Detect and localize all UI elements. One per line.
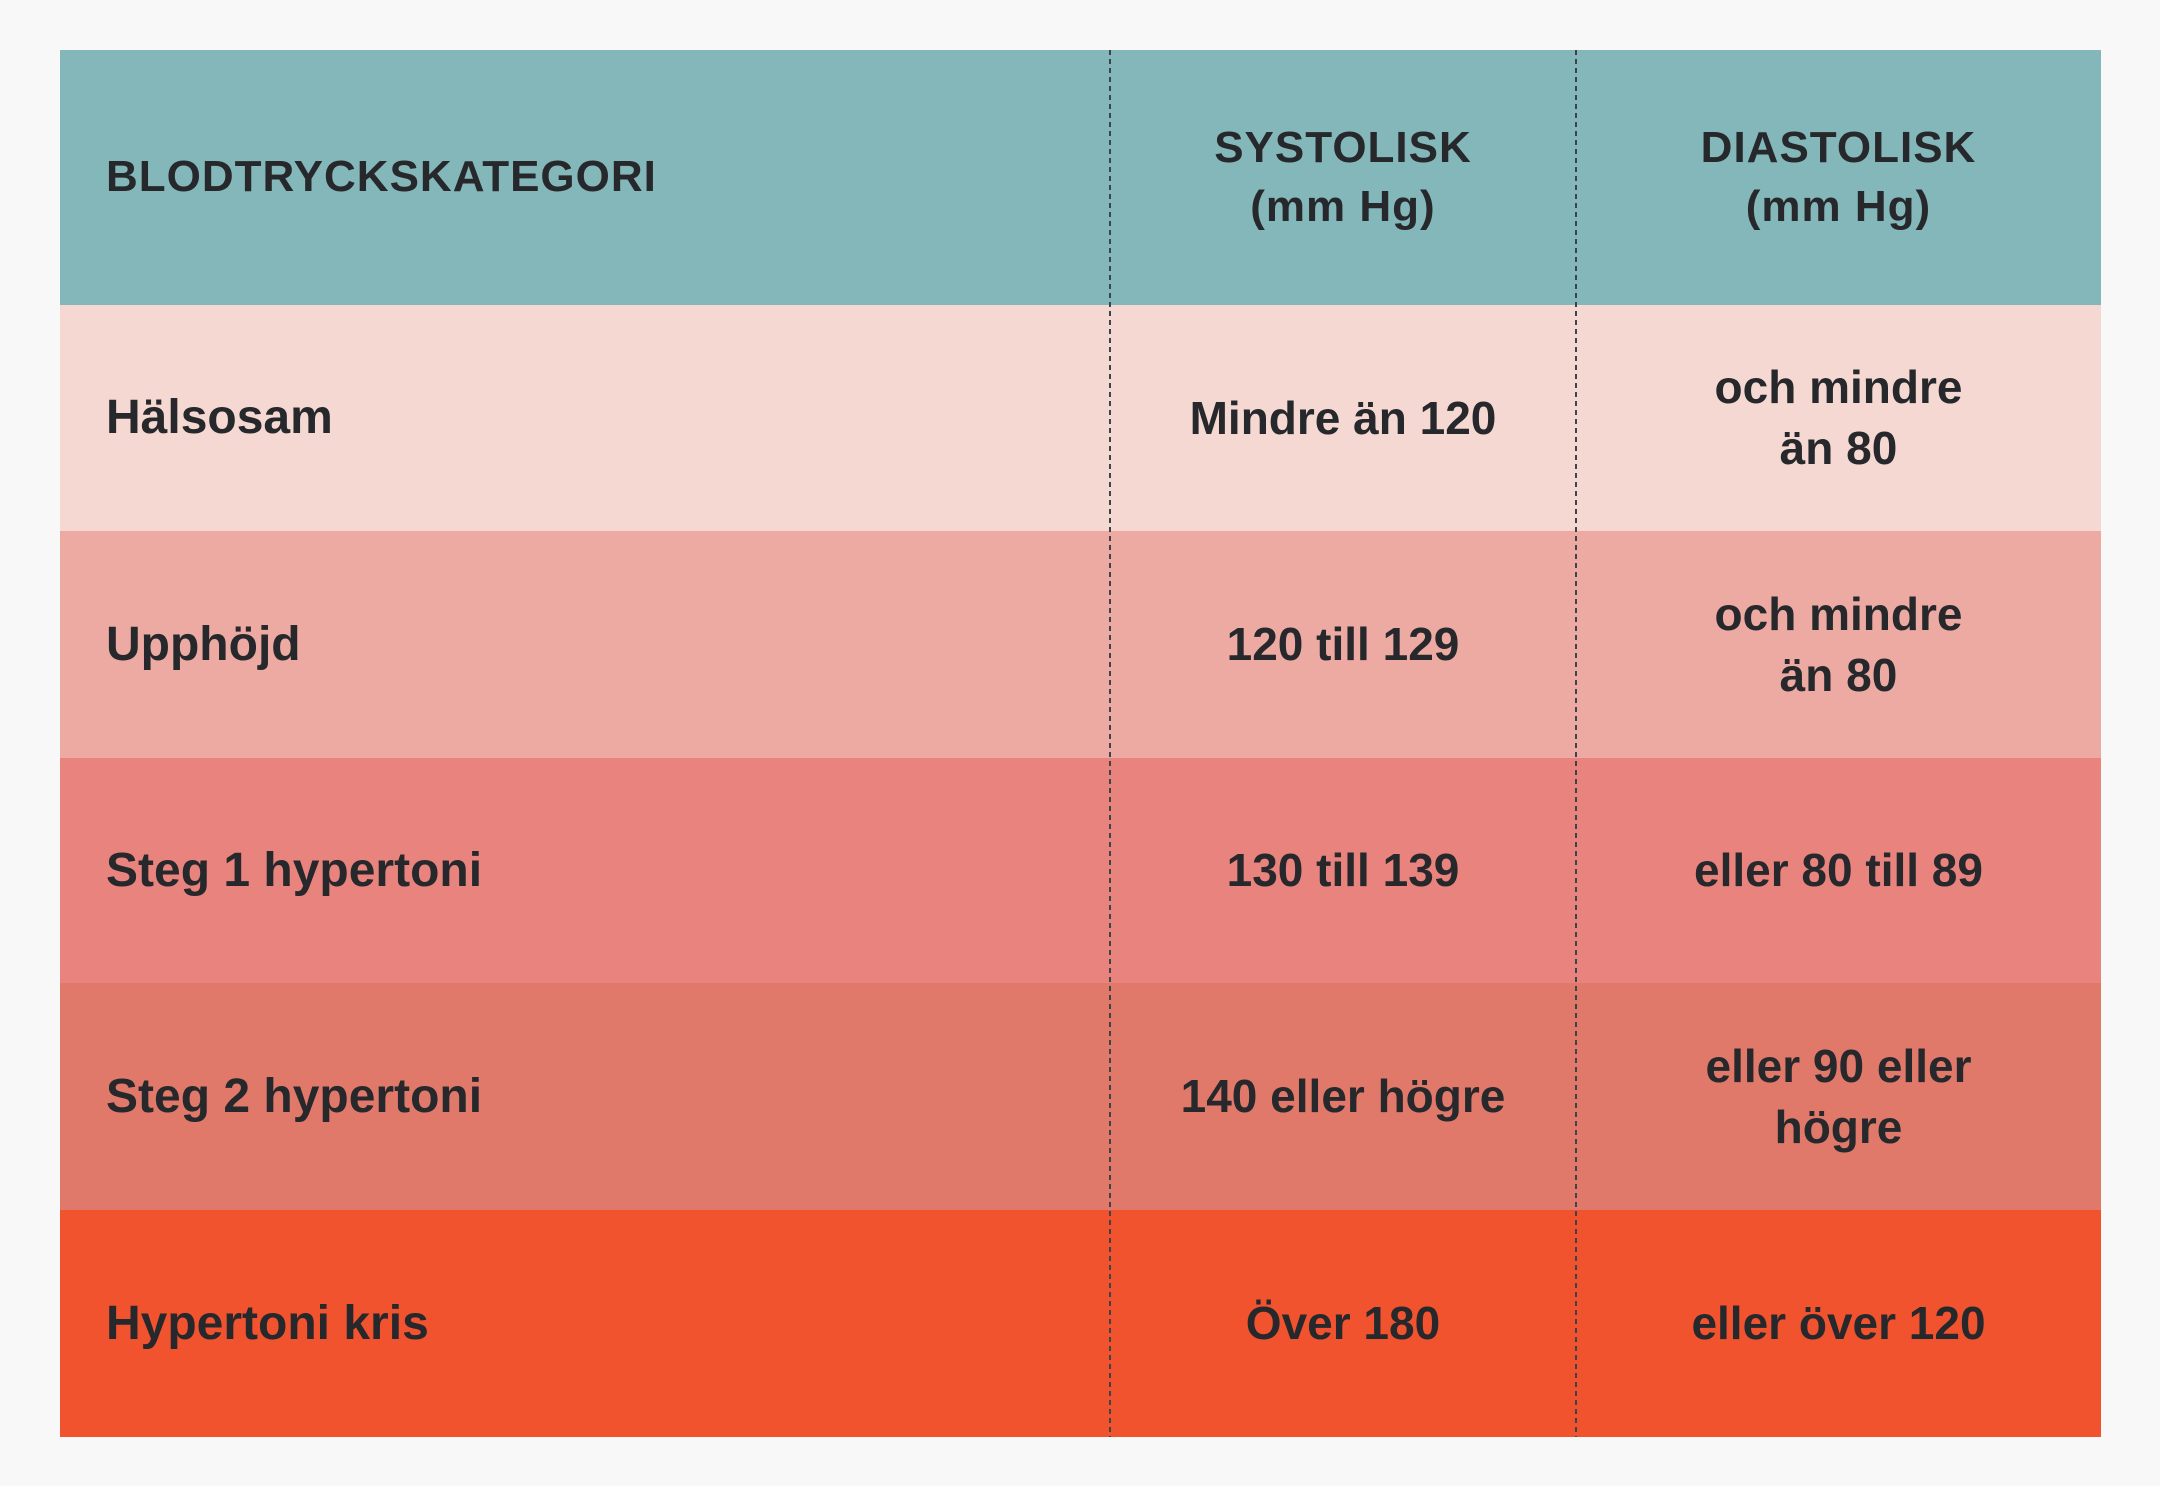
row-stage1-systolic: 130 till 139 [1110, 758, 1576, 983]
row-elevated-diastolic: och mindre än 80 [1576, 531, 2101, 758]
header-category: BLODTRYCKSKATEGORI [60, 50, 1110, 305]
row-stage1-diastolic: eller 80 till 89 [1576, 758, 2101, 983]
row-stage1-category: Steg 1 hypertoni [60, 758, 1110, 983]
row-crisis-systolic: Över 180 [1110, 1210, 1576, 1437]
row-crisis-diastolic: eller över 120 [1576, 1210, 2101, 1437]
row-elevated-systolic: 120 till 129 [1110, 531, 1576, 758]
blood-pressure-table: BLODTRYCKSKATEGORI SYSTOLISK (mm Hg) DIA… [60, 50, 2101, 1437]
row-healthy-category: Hälsosam [60, 305, 1110, 531]
row-healthy-systolic: Mindre än 120 [1110, 305, 1576, 531]
row-elevated-category: Upphöjd [60, 531, 1110, 758]
row-stage2-category: Steg 2 hypertoni [60, 983, 1110, 1210]
header-diastolic: DIASTOLISK (mm Hg) [1576, 50, 2101, 305]
row-healthy-diastolic: och mindre än 80 [1576, 305, 2101, 531]
header-systolic: SYSTOLISK (mm Hg) [1110, 50, 1576, 305]
row-stage2-systolic: 140 eller högre [1110, 983, 1576, 1210]
row-stage2-diastolic: eller 90 eller högre [1576, 983, 2101, 1210]
row-crisis-category: Hypertoni kris [60, 1210, 1110, 1437]
